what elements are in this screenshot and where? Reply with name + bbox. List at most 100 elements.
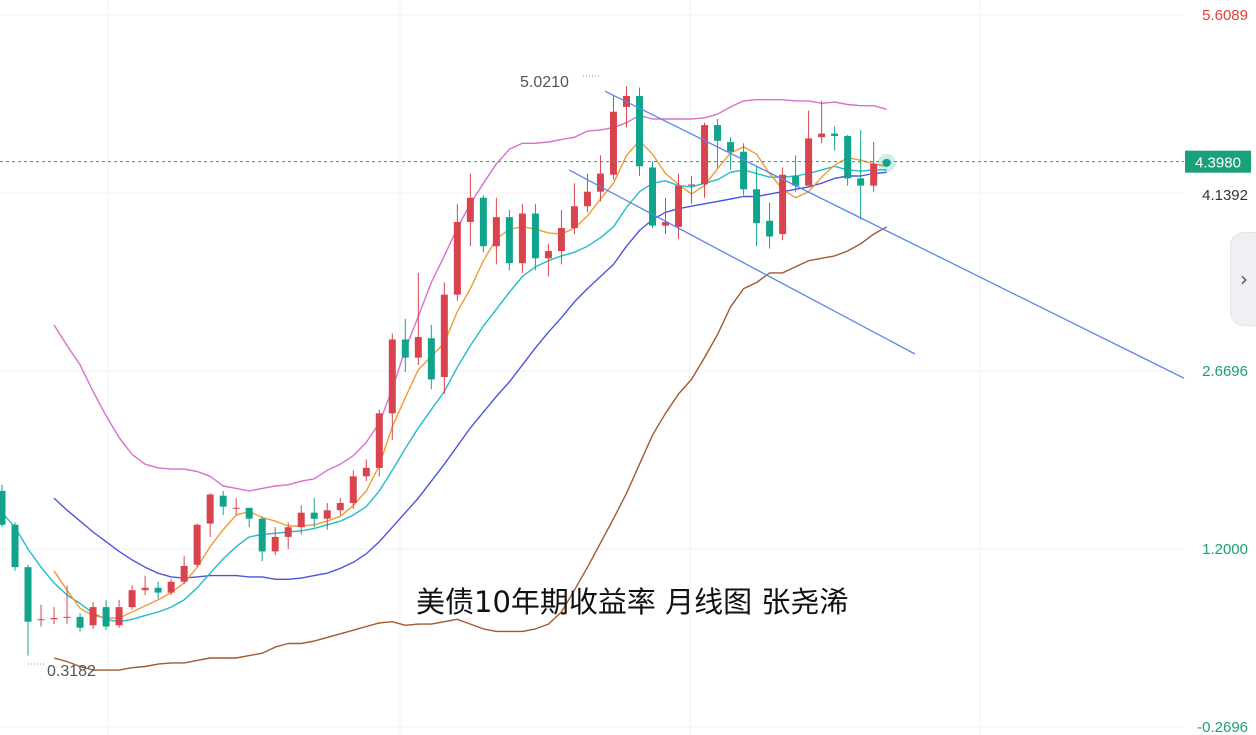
channel-lower-line	[568, 169, 916, 355]
candle-50	[649, 161, 656, 229]
candle-13	[167, 579, 175, 596]
y-tick-label: 1.2000	[1202, 541, 1248, 558]
candle-3	[37, 604, 45, 627]
candle-18	[232, 498, 240, 516]
candle-body	[544, 251, 552, 259]
expand-panel-button[interactable]: ›	[1230, 232, 1256, 326]
candle-body	[505, 217, 513, 264]
candle-body	[635, 96, 643, 167]
candle-4	[50, 607, 58, 625]
candle-57	[740, 143, 748, 196]
candles	[0, 86, 891, 656]
candle-62	[805, 110, 813, 186]
candle-body	[766, 220, 774, 237]
candle-body	[557, 228, 565, 252]
candle-body	[362, 467, 370, 477]
candle-body	[440, 294, 448, 378]
overlay: 美债10年期收益率 月线图 张尧浠 5.0210 0.3182	[0, 74, 1184, 680]
candle-body	[675, 185, 683, 227]
candle-10	[128, 585, 136, 610]
candle-body	[518, 213, 526, 264]
candle-body	[857, 178, 865, 186]
high-annotation: 5.0210	[520, 74, 569, 91]
candle-47	[609, 94, 617, 180]
candle-49	[635, 87, 643, 176]
candle-63	[818, 100, 826, 144]
candle-67	[870, 142, 878, 192]
candle-12	[154, 581, 162, 599]
candle-body	[323, 510, 331, 519]
candle-body	[63, 616, 71, 618]
candle-39	[505, 209, 513, 271]
candle-51	[662, 197, 670, 235]
candle-body	[232, 507, 240, 509]
candle-30	[388, 333, 396, 440]
y-tick-label: -0.2696	[1197, 719, 1248, 735]
candle-body	[271, 536, 279, 552]
candle-5	[63, 585, 71, 625]
candle-body	[427, 338, 435, 380]
candle-11	[141, 575, 149, 596]
candle-body	[24, 567, 32, 622]
channel-upper-line	[604, 90, 1185, 379]
candle-body	[245, 507, 253, 519]
boll-upper-line	[53, 99, 887, 492]
candle-body	[609, 111, 617, 175]
candle-body	[466, 197, 474, 222]
candle-body	[11, 524, 19, 568]
candle-22	[284, 522, 292, 550]
candle-20	[258, 516, 266, 562]
candle-body	[570, 206, 578, 229]
candle-40	[518, 203, 526, 273]
candle-body	[701, 125, 709, 185]
chevron-right-icon: ›	[1240, 267, 1248, 291]
candle-body	[349, 476, 357, 503]
candle-body	[206, 494, 214, 524]
candle-28	[362, 459, 370, 482]
prior-close-label: 4.1392	[1202, 187, 1248, 204]
candle-16	[206, 493, 214, 537]
candle-25	[323, 502, 331, 530]
candle-23	[297, 505, 305, 535]
candle-body	[115, 607, 123, 626]
candle-53	[688, 175, 696, 204]
candle-body	[831, 133, 839, 136]
candle-body	[753, 189, 761, 224]
candle-17	[219, 490, 227, 516]
candle-64	[831, 126, 839, 151]
candle-44	[570, 183, 578, 235]
candle-body	[297, 512, 305, 528]
last-price-dot	[882, 158, 891, 167]
candle-body	[596, 173, 604, 192]
candle-24	[310, 498, 318, 528]
candle-body	[818, 133, 826, 138]
candle-19	[245, 507, 253, 528]
candle-31	[401, 318, 409, 373]
candle-body	[284, 527, 292, 537]
candle-66	[857, 129, 865, 220]
candle-body	[583, 191, 591, 207]
candle-body	[219, 495, 227, 507]
candle-34	[440, 282, 448, 394]
candle-body	[805, 138, 813, 186]
candle-body	[0, 490, 6, 525]
candle-body	[89, 607, 97, 626]
candle-27	[349, 470, 357, 510]
candle-32	[414, 272, 422, 365]
candle-41	[531, 203, 539, 271]
candle-body	[50, 618, 58, 620]
candle-body	[310, 512, 318, 519]
candle-body	[740, 151, 748, 190]
candle-14	[180, 556, 188, 585]
y-tick-label: 5.6089	[1202, 7, 1248, 24]
last-price-tag	[1185, 150, 1251, 173]
candle-42	[544, 243, 552, 277]
chart-title: 美债10年期收益率 月线图 张尧浠	[416, 585, 848, 619]
candle-body	[492, 217, 500, 247]
candle-body	[102, 607, 110, 627]
candle-body	[258, 518, 266, 552]
candle-body	[792, 175, 800, 186]
candle-body	[714, 125, 722, 141]
ma-short-line	[53, 140, 887, 619]
